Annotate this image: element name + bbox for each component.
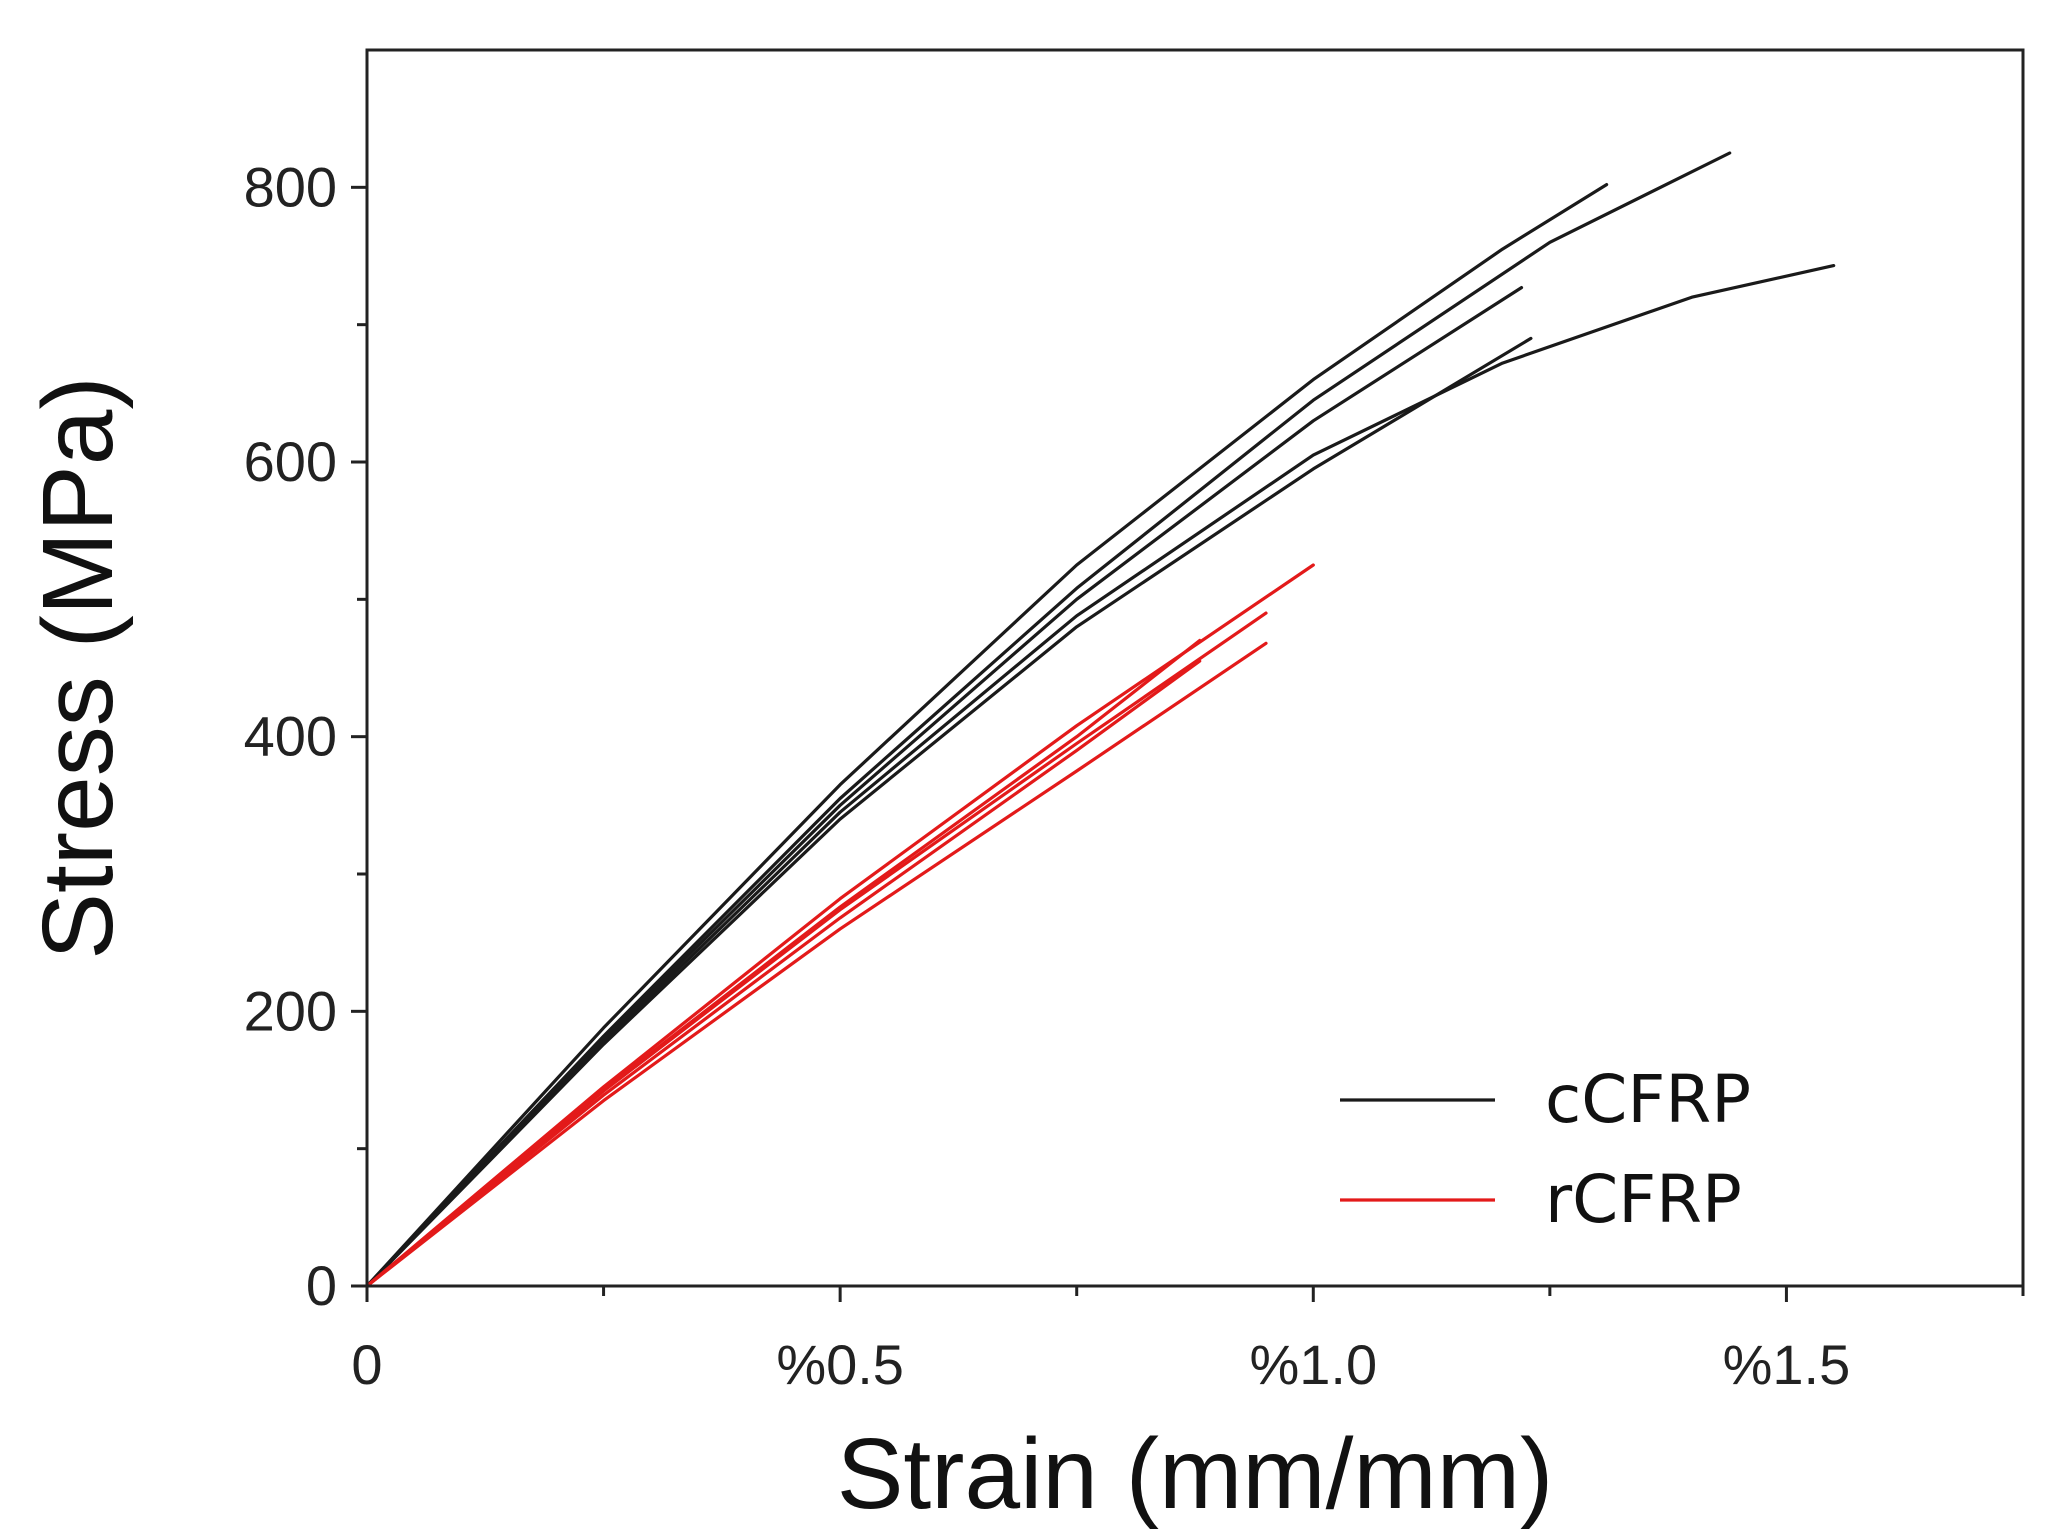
y-tick-label: 400 bbox=[244, 705, 337, 768]
series-line-ccfrp-4 bbox=[365, 264, 1836, 1288]
series-line-rcfrp-9 bbox=[365, 659, 1202, 1288]
series-line-ccfrp-1 bbox=[365, 183, 1609, 1288]
tick-layer: 0 %0.5 %1.0 %1.5 0 200 400 600 800 bbox=[244, 155, 2025, 1396]
x-tick-label: 0 bbox=[351, 1333, 382, 1396]
series-line-rcfrp-8 bbox=[365, 638, 1202, 1288]
series-line-ccfrp-5 bbox=[365, 336, 1533, 1288]
y-axis-title: Stress (MPa) bbox=[22, 376, 134, 959]
series-layer bbox=[365, 151, 1836, 1288]
x-tick-label: %1.0 bbox=[1249, 1333, 1377, 1396]
plot-area-frame bbox=[365, 48, 2025, 1288]
legend: cCFRP rCFRP bbox=[1340, 1061, 1751, 1238]
series-line-rcfrp-10 bbox=[365, 641, 1268, 1288]
x-tick-label: %1.5 bbox=[1723, 1333, 1851, 1396]
x-axis-title: Strain (mm/mm) bbox=[837, 1418, 1554, 1530]
legend-label-rcfrp: rCFRP bbox=[1545, 1161, 1742, 1238]
y-tick-label: 0 bbox=[306, 1254, 337, 1317]
series-line-ccfrp-2 bbox=[365, 151, 1732, 1288]
y-tick-label: 800 bbox=[244, 155, 337, 218]
y-tick-label: 200 bbox=[244, 979, 337, 1042]
x-tick-label: %0.5 bbox=[776, 1333, 904, 1396]
legend-label-ccfrp: cCFRP bbox=[1545, 1061, 1751, 1138]
y-tick-label: 600 bbox=[244, 430, 337, 493]
